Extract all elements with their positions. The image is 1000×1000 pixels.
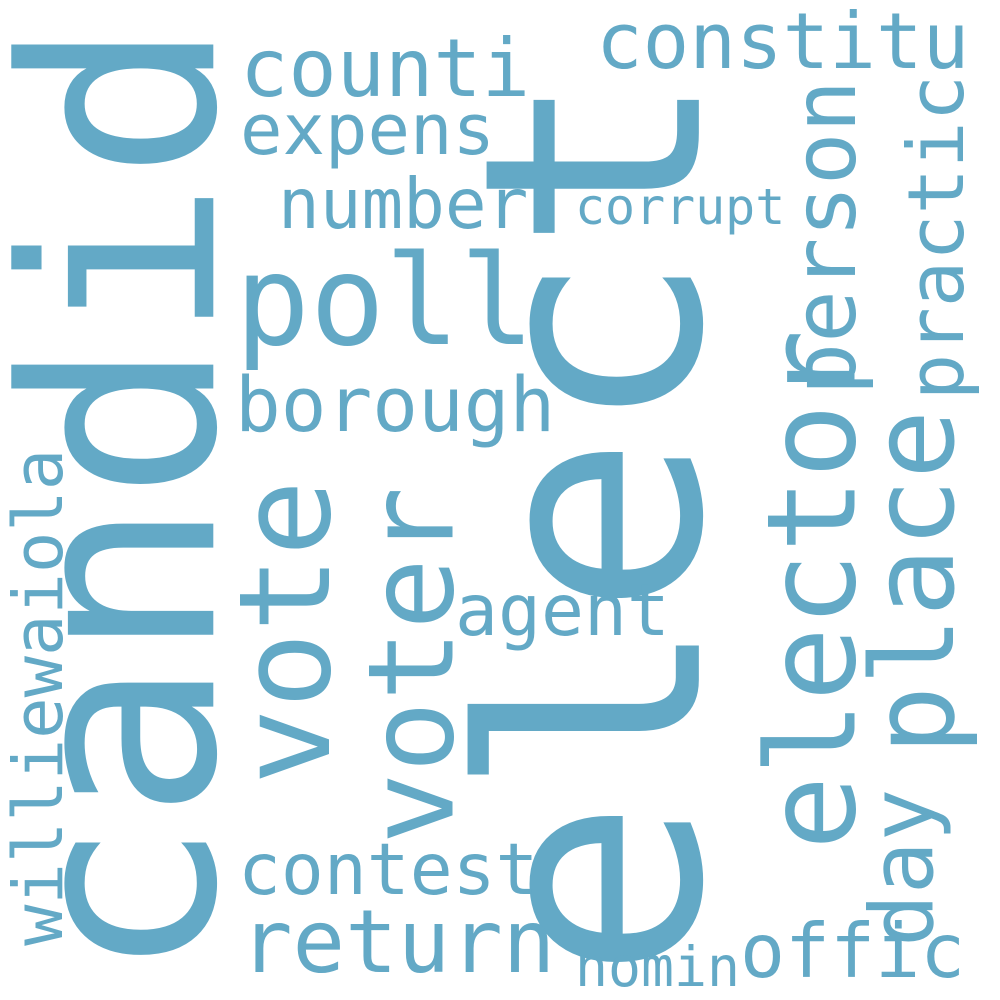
- word-number: number: [278, 164, 529, 245]
- word-corrupt: corrupt: [575, 178, 786, 236]
- word-expens: expens: [240, 87, 496, 171]
- word-nomin: nomin: [575, 935, 740, 999]
- word-constitu: constitu: [596, 0, 970, 87]
- word-agent: agent: [455, 568, 670, 652]
- word-return: return: [240, 891, 556, 993]
- word-place: place: [847, 409, 981, 755]
- word-counti: counti: [240, 20, 531, 115]
- word-offic: offic: [740, 908, 966, 995]
- word-voter: voter: [342, 486, 481, 844]
- word-contest: contest: [238, 827, 539, 911]
- word-practic: practic: [892, 74, 983, 401]
- word-borough: borough: [235, 360, 556, 449]
- word-vote: vote: [210, 479, 359, 785]
- word-williewaiola: williewaiola: [0, 448, 80, 946]
- word-poll: poll: [235, 229, 535, 374]
